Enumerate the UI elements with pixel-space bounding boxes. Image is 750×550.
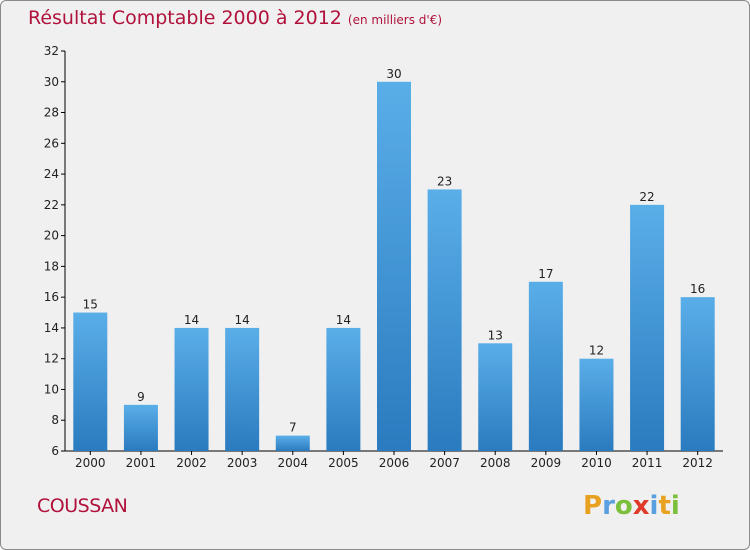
y-tick-label: 22 [44,198,59,212]
x-tick-label: 2011 [632,456,663,470]
bar-value-label: 9 [137,390,145,404]
bar-value-label: 13 [488,328,503,342]
bar-2012 [680,297,715,451]
bar-2001 [123,404,158,451]
bar-2009 [528,281,563,451]
x-tick-label: 2008 [480,456,511,470]
bar-value-label: 7 [289,421,297,435]
y-tick-label: 26 [44,136,59,150]
bar-2002 [174,327,209,451]
bar-2006 [377,81,411,452]
x-tick-label: 2010 [581,456,612,470]
bar-2003 [225,327,260,451]
y-tick-label: 32 [44,44,59,58]
bar-2000 [73,312,108,451]
bar-value-label: 14 [184,313,199,327]
y-tick-label: 8 [51,413,59,427]
bar-value-label: 14 [235,313,250,327]
town-name: COUSSAN [37,495,128,517]
bar-value-label: 16 [690,282,705,296]
bar-2010 [579,358,614,451]
y-tick-label: 16 [44,290,59,304]
chart-unit: (en milliers d'€) [347,13,443,27]
bar-value-label: 17 [538,267,553,281]
bar-value-label: 30 [386,67,401,81]
bar-value-label: 12 [589,344,604,358]
bar-value-label: 15 [83,298,98,312]
x-tick-label: 2006 [379,456,410,470]
x-tick-label: 2000 [75,456,106,470]
x-tick-label: 2005 [328,456,359,470]
bar-2008 [478,343,513,451]
y-tick-label: 30 [44,75,59,89]
bar-2011 [630,204,665,451]
bar-value-label: 23 [437,174,452,188]
y-tick-label: 14 [44,321,59,335]
x-tick-label: 2003 [227,456,258,470]
bar-value-label: 14 [336,313,351,327]
proxiti-logo: Proxiti [583,491,680,521]
y-tick-label: 6 [51,444,59,458]
chart-title: Résultat Comptable 2000 à 2012 (en millie… [28,7,443,29]
x-tick-label: 2012 [682,456,713,470]
y-tick-label: 28 [44,106,59,120]
bar-value-label: 22 [639,190,654,204]
y-tick-label: 12 [44,352,59,366]
y-tick-label: 18 [44,259,59,273]
x-tick-label: 2001 [126,456,157,470]
y-tick-label: 20 [44,229,59,243]
x-tick-label: 2007 [429,456,460,470]
bar-2004 [275,435,310,451]
x-tick-label: 2009 [531,456,562,470]
bar-2007 [427,189,462,451]
y-tick-label: 10 [44,382,59,396]
y-tick-label: 24 [44,167,59,181]
x-tick-label: 2004 [277,456,308,470]
x-tick-label: 2002 [176,456,207,470]
bar-2005 [326,327,361,451]
